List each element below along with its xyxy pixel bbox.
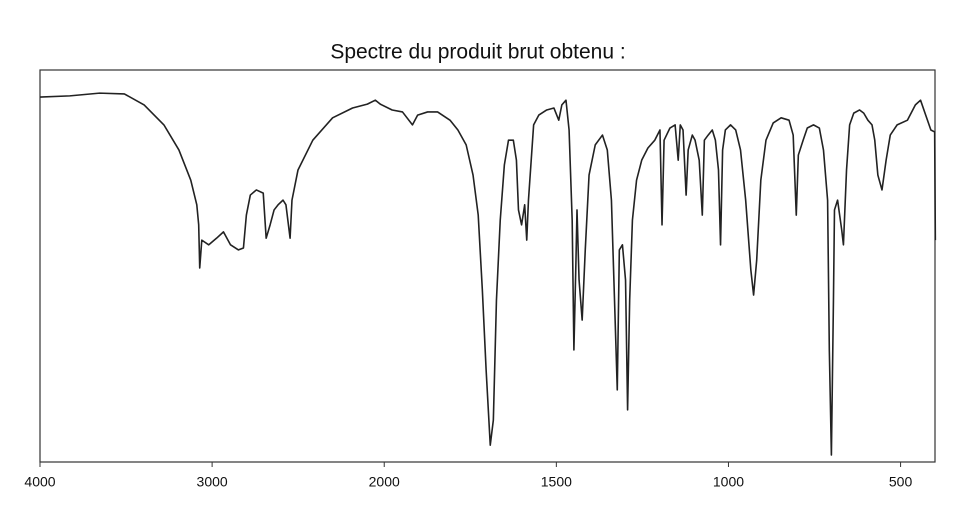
- spectrum-line: [39, 92, 937, 456]
- chart-title: Spectre du produit brut obtenu :: [330, 41, 625, 64]
- plot-frame: [39, 69, 936, 463]
- x-tick-label: 2000: [369, 474, 400, 490]
- x-tick-label: 500: [889, 474, 913, 490]
- x-tick-label: 1000: [713, 474, 744, 490]
- x-tick-label: 4000: [24, 474, 55, 490]
- x-tick-label: 3000: [197, 474, 228, 490]
- x-tick-label: 1500: [541, 474, 572, 490]
